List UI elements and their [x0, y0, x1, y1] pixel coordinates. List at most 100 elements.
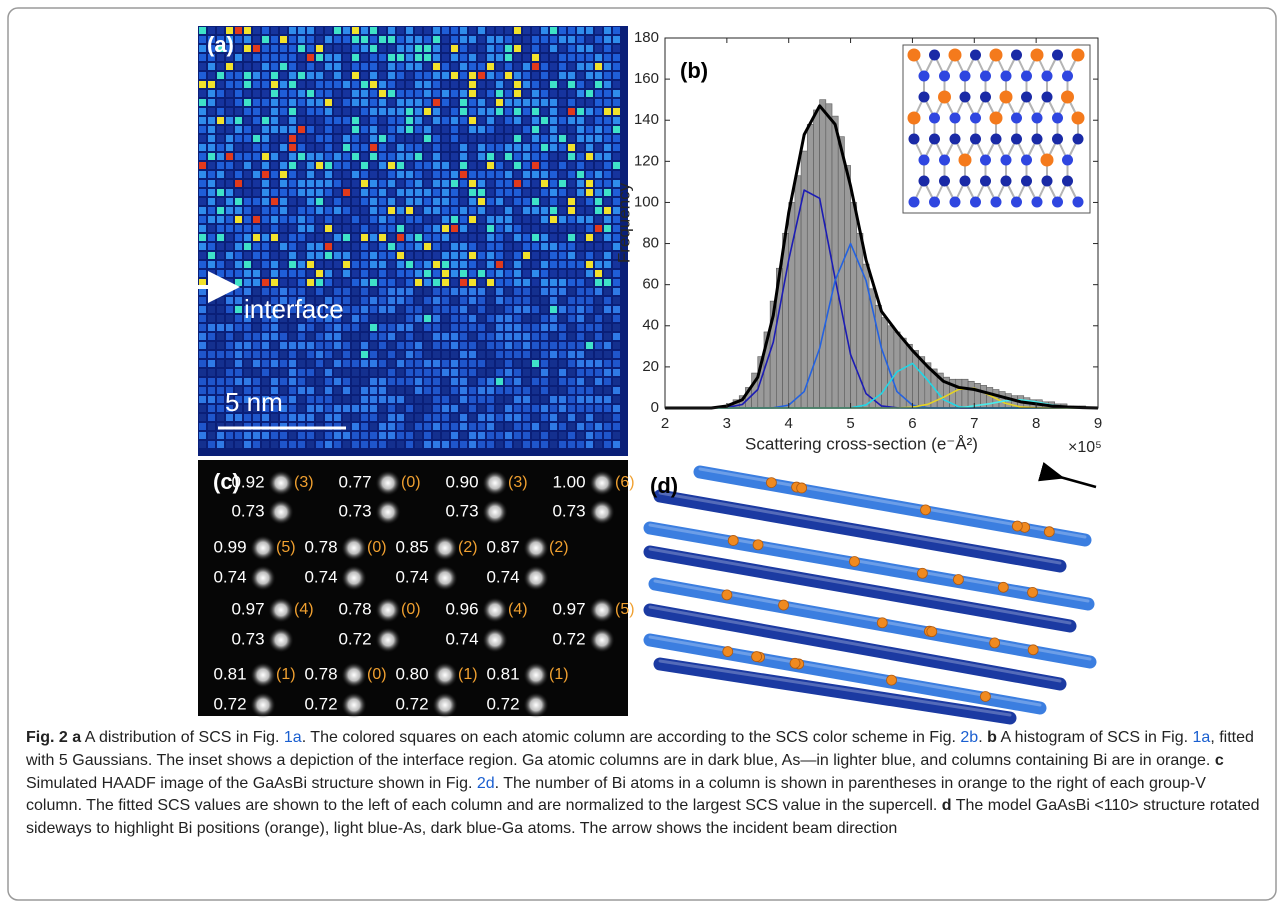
scs-square — [325, 72, 332, 79]
scs-square — [568, 396, 575, 403]
scs-square — [559, 324, 566, 331]
scs-square — [424, 387, 431, 394]
scs-square — [541, 108, 548, 115]
scs-square — [505, 216, 512, 223]
bi-count: (5) — [276, 539, 296, 556]
scs-square — [559, 126, 566, 133]
scs-square — [496, 378, 503, 385]
scs-square — [586, 207, 593, 214]
scs-square — [343, 216, 350, 223]
scs-square — [559, 36, 566, 43]
scs-square — [379, 423, 386, 430]
caption-reference[interactable]: 1a — [283, 729, 302, 746]
scs-square — [451, 81, 458, 88]
scs-square — [604, 81, 611, 88]
scs-square — [352, 36, 359, 43]
scs-square — [397, 396, 404, 403]
scs-square — [415, 252, 422, 259]
scs-square — [568, 225, 575, 232]
scs-square — [307, 270, 314, 277]
scs-square — [217, 261, 224, 268]
scs-square — [298, 36, 305, 43]
bi-count: (1) — [458, 666, 478, 683]
scs-square — [442, 288, 449, 295]
scs-square — [514, 45, 521, 52]
scs-square — [406, 198, 413, 205]
scs-square — [334, 333, 341, 340]
scs-square — [478, 108, 485, 115]
scs-square — [415, 216, 422, 223]
scs-square — [613, 63, 620, 70]
scs-value: 0.80 — [395, 664, 428, 683]
scs-square — [388, 72, 395, 79]
scs-square — [406, 117, 413, 124]
inset-atom — [918, 91, 930, 103]
scs-square — [289, 81, 296, 88]
scs-square — [541, 306, 548, 313]
scs-square — [415, 144, 422, 151]
scs-square — [334, 126, 341, 133]
scs-square — [217, 378, 224, 385]
x-tick-label: 8 — [1032, 415, 1040, 432]
scs-square — [487, 90, 494, 97]
scs-square — [505, 180, 512, 187]
atom-spot — [341, 535, 367, 561]
scs-square — [406, 315, 413, 322]
scs-square — [325, 414, 332, 421]
scs-square — [442, 279, 449, 286]
scs-square — [424, 315, 431, 322]
scs-square — [433, 36, 440, 43]
scs-square — [343, 108, 350, 115]
scs-square — [451, 405, 458, 412]
scs-square — [541, 90, 548, 97]
scs-square — [289, 369, 296, 376]
scs-square — [550, 306, 557, 313]
scs-square — [595, 243, 602, 250]
scs-square — [442, 351, 449, 358]
scs-square — [379, 369, 386, 376]
scs-square — [361, 99, 368, 106]
inset-atom — [1030, 48, 1044, 62]
scs-square — [208, 234, 215, 241]
scs-square — [289, 180, 296, 187]
scs-square — [388, 99, 395, 106]
scs-square — [226, 72, 233, 79]
scs-square — [379, 378, 386, 385]
caption-reference[interactable]: 1a — [1192, 729, 1211, 746]
scs-square — [217, 153, 224, 160]
scs-square — [280, 36, 287, 43]
scs-square — [298, 207, 305, 214]
scs-square — [613, 234, 620, 241]
scs-square — [388, 189, 395, 196]
scs-square — [460, 297, 467, 304]
scs-square — [460, 207, 467, 214]
scs-square — [334, 189, 341, 196]
scs-square — [487, 135, 494, 142]
scs-square — [271, 27, 278, 34]
scs-value: 0.97 — [552, 599, 585, 618]
scs-square — [280, 252, 287, 259]
scs-square — [487, 324, 494, 331]
scs-square — [595, 108, 602, 115]
scs-square — [469, 117, 476, 124]
scs-square — [550, 162, 557, 169]
caption-reference[interactable]: 2d — [476, 774, 495, 792]
atom-spot — [375, 597, 401, 623]
scs-square — [523, 252, 530, 259]
scs-square — [262, 216, 269, 223]
scs-square — [244, 270, 251, 277]
scs-square — [316, 405, 323, 412]
scs-square — [361, 225, 368, 232]
scs-square — [478, 261, 485, 268]
caption-reference[interactable]: 2b — [960, 729, 979, 746]
scs-square — [397, 99, 404, 106]
scs-square — [604, 261, 611, 268]
scs-square — [451, 432, 458, 439]
scs-square — [280, 432, 287, 439]
scs-square — [316, 315, 323, 322]
scs-square — [208, 99, 215, 106]
scs-square — [316, 342, 323, 349]
scs-square — [469, 423, 476, 430]
scs-square — [325, 135, 332, 142]
scs-square — [460, 135, 467, 142]
